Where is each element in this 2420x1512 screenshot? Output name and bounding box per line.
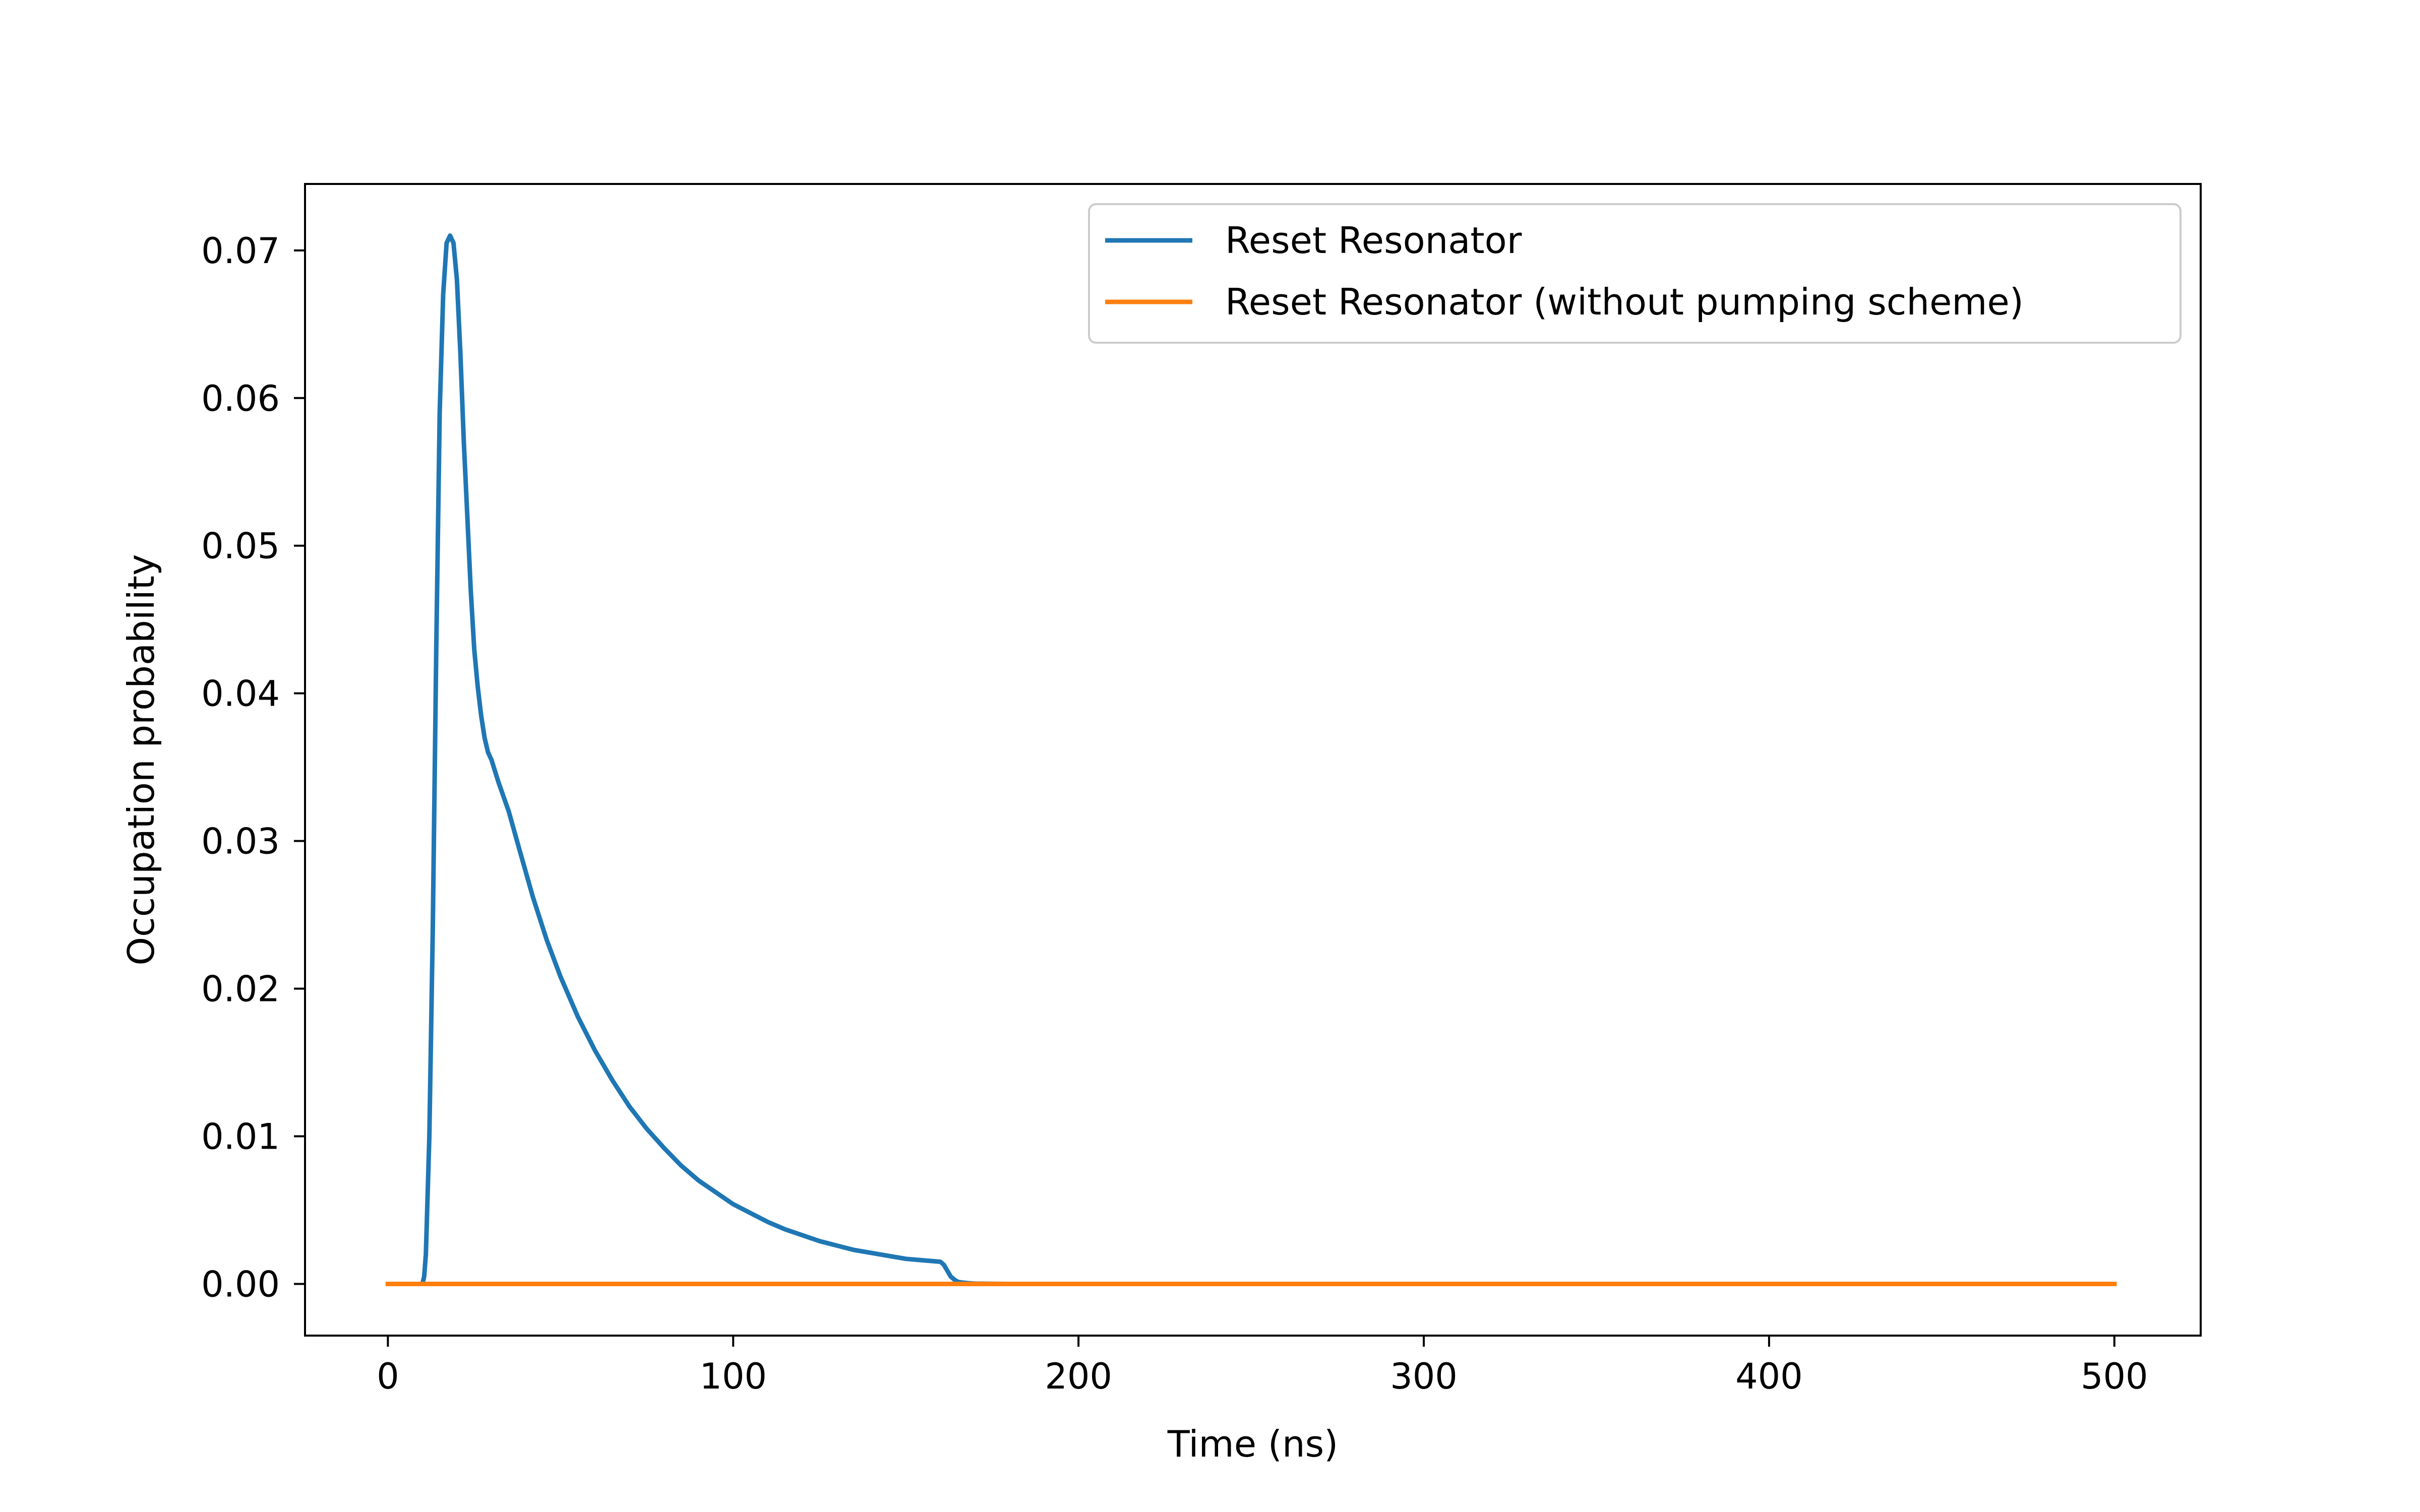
y-tick-label: 0.02 (201, 969, 280, 1010)
legend-label-0: Reset Resonator (1225, 219, 1522, 262)
y-tick-label: 0.06 (201, 378, 280, 419)
legend-box (1088, 203, 2182, 344)
x-axis-label: Time (ns) (1167, 1423, 1338, 1465)
legend: Reset Resonator Reset Resonator (without … (1088, 203, 2182, 344)
x-tick-label: 400 (1735, 1356, 1803, 1397)
y-tick-label: 0.05 (201, 526, 280, 567)
y-axis: 0.00 0.01 0.02 0.03 0.04 0.05 0.06 0.07 (201, 230, 305, 1305)
x-tick-label: 0 (377, 1356, 399, 1397)
y-axis-label: Occupation probability (120, 554, 162, 965)
y-tick-label: 0.04 (201, 673, 280, 715)
x-tick-label: 500 (2081, 1356, 2148, 1397)
y-tick-label: 0.01 (201, 1116, 280, 1158)
x-tick-label: 300 (1390, 1356, 1458, 1397)
y-tick-label: 0.03 (201, 821, 280, 862)
series-layer (385, 233, 2117, 1286)
y-tick-label: 0.00 (201, 1264, 280, 1305)
legend-label-1: Reset Resonator (without pumping scheme) (1225, 281, 2024, 323)
series-line-0 (385, 233, 2117, 1286)
x-tick-label: 200 (1045, 1356, 1112, 1397)
x-axis: 0 100 200 300 400 500 (377, 1336, 2148, 1397)
y-tick-label: 0.07 (201, 230, 280, 272)
plot-frame (304, 183, 2202, 1337)
plot-area (304, 183, 2202, 1337)
x-tick-label: 100 (699, 1356, 767, 1397)
